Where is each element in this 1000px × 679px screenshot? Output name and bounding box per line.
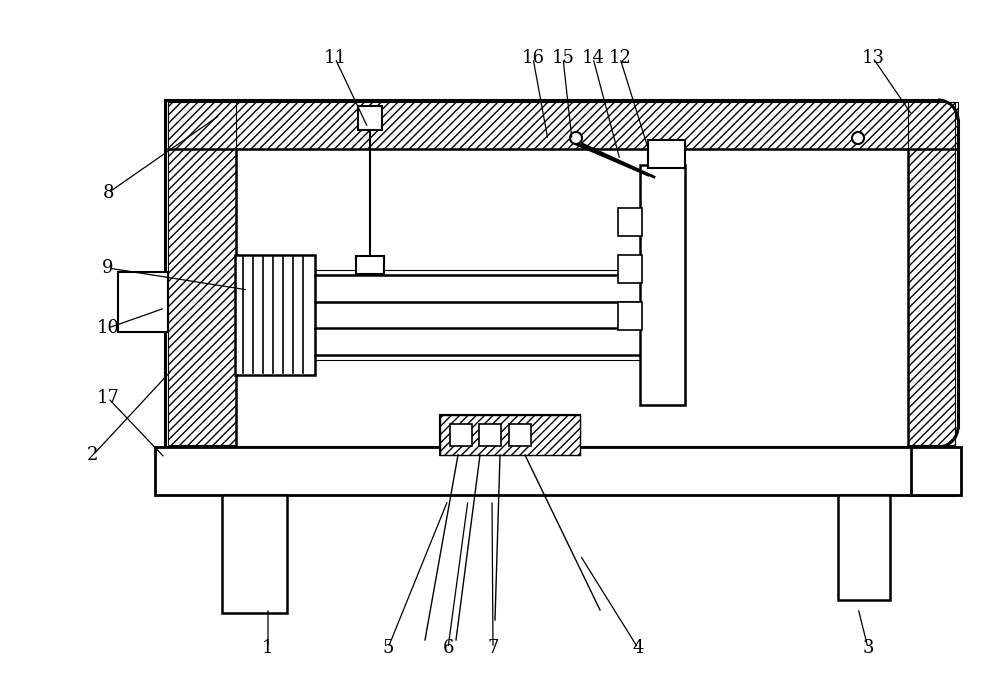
Text: 1: 1	[262, 639, 274, 657]
Bar	[155, 447, 955, 495]
Bar	[908, 102, 955, 445]
Text: 8: 8	[102, 184, 114, 202]
Text: 11: 11	[324, 49, 347, 67]
Bar	[222, 495, 287, 613]
Bar	[838, 495, 890, 600]
Circle shape	[570, 132, 582, 144]
Bar	[168, 102, 236, 445]
Text: 6: 6	[442, 639, 454, 657]
Text: 10: 10	[96, 319, 120, 337]
Text: 7: 7	[487, 639, 499, 657]
Circle shape	[852, 132, 864, 144]
Bar	[640, 165, 685, 405]
Text: 14: 14	[582, 49, 604, 67]
Text: 3: 3	[862, 639, 874, 657]
Bar	[479, 424, 501, 446]
Text: 9: 9	[102, 259, 114, 277]
Bar	[911, 447, 961, 495]
Text: 5: 5	[382, 639, 394, 657]
Text: 4: 4	[632, 639, 644, 657]
Bar	[509, 424, 531, 446]
Text: 12: 12	[609, 49, 631, 67]
Bar	[440, 415, 580, 455]
Bar	[618, 208, 642, 236]
Bar	[235, 255, 315, 375]
Bar	[118, 272, 168, 332]
Bar	[168, 102, 958, 149]
Text: 13: 13	[862, 49, 885, 67]
Bar	[618, 255, 642, 283]
Text: 17: 17	[97, 389, 119, 407]
Text: 2: 2	[87, 446, 99, 464]
Bar	[358, 106, 382, 130]
Bar	[356, 256, 384, 274]
Bar	[450, 424, 472, 446]
Bar	[648, 140, 685, 168]
Bar	[618, 302, 642, 330]
Text: 16: 16	[522, 49, 544, 67]
Text: 15: 15	[552, 49, 574, 67]
